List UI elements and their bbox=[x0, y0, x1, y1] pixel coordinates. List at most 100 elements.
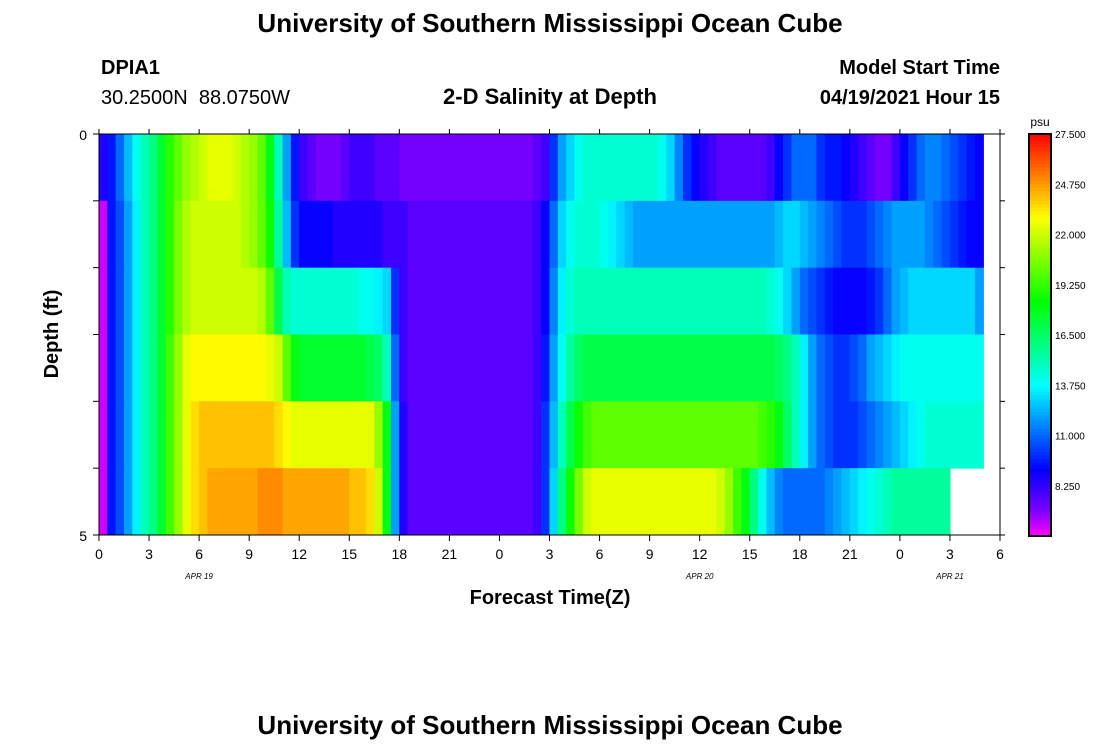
heatmap-cell bbox=[699, 334, 709, 402]
heatmap-cell bbox=[791, 267, 801, 335]
heatmap-cell bbox=[716, 200, 726, 269]
heatmap-cell bbox=[516, 267, 526, 335]
colorbar-tick-label: 27.500 bbox=[1055, 130, 1086, 141]
heatmap-cell bbox=[833, 401, 843, 469]
colorbar-tick-label: 24.750 bbox=[1055, 180, 1086, 191]
heatmap-cell bbox=[632, 200, 642, 269]
heatmap-cell bbox=[507, 267, 517, 335]
heatmap-cell bbox=[499, 267, 509, 335]
heatmap-cell bbox=[541, 334, 551, 402]
colorbar-swatch bbox=[1029, 244, 1051, 249]
heatmap-cell bbox=[441, 401, 450, 469]
heatmap-cell bbox=[482, 267, 492, 335]
heatmap-cell bbox=[666, 468, 676, 536]
heatmap-cell bbox=[132, 334, 142, 402]
heatmap-cell bbox=[974, 134, 984, 202]
heatmap-cell bbox=[315, 134, 325, 202]
colorbar-swatch bbox=[1029, 499, 1051, 504]
colorbar-swatch bbox=[1029, 204, 1051, 209]
heatmap-cell bbox=[641, 468, 651, 536]
heatmap-cell bbox=[424, 200, 434, 269]
heatmap-cell bbox=[632, 334, 642, 402]
heatmap-cell bbox=[199, 134, 209, 202]
heatmap-cell bbox=[349, 468, 359, 536]
colorbar-swatch bbox=[1029, 532, 1051, 537]
heatmap-cell bbox=[424, 334, 434, 402]
heatmap-cell bbox=[457, 401, 467, 469]
colorbar-swatch bbox=[1029, 214, 1051, 219]
colorbar-swatch bbox=[1029, 211, 1051, 215]
heatmap-cell bbox=[499, 401, 509, 469]
heatmap-cell bbox=[591, 134, 601, 202]
heatmap-cell bbox=[582, 200, 592, 269]
heatmap-cell bbox=[808, 200, 818, 269]
heatmap-cell bbox=[758, 334, 767, 402]
colorbar-swatch bbox=[1029, 365, 1051, 370]
heatmap-cell bbox=[524, 334, 534, 402]
heatmap-cell bbox=[482, 334, 492, 402]
heatmap-cell bbox=[691, 468, 701, 536]
heatmap-cell bbox=[916, 468, 926, 536]
heatmap-cell bbox=[716, 134, 726, 202]
heatmap-cell bbox=[566, 468, 576, 536]
heatmap-cell bbox=[524, 401, 534, 469]
heatmap-cell bbox=[224, 267, 234, 335]
heatmap-cell bbox=[449, 200, 459, 269]
heatmap-cell bbox=[691, 267, 701, 335]
heatmap-cell bbox=[549, 134, 559, 202]
heatmap-cell bbox=[157, 468, 167, 536]
colorbar-swatch bbox=[1029, 257, 1051, 262]
heatmap-cell bbox=[749, 334, 759, 402]
heatmap-cell bbox=[924, 468, 934, 536]
chart-subtitle: 2-D Salinity at Depth bbox=[443, 84, 657, 109]
heatmap-cell bbox=[841, 134, 851, 202]
heatmap-cells bbox=[99, 134, 984, 536]
heatmap-cell bbox=[390, 468, 400, 536]
heatmap-cell bbox=[474, 334, 484, 402]
heatmap-cell bbox=[357, 267, 367, 335]
heatmap-cell bbox=[557, 334, 567, 402]
heatmap-cell bbox=[532, 200, 542, 269]
heatmap-cell bbox=[766, 401, 776, 469]
heatmap-cell bbox=[416, 401, 425, 469]
colorbar-swatch bbox=[1029, 170, 1051, 175]
heatmap-cell bbox=[290, 134, 300, 202]
station-id: DPIA1 bbox=[101, 57, 160, 79]
heatmap-cell bbox=[399, 200, 409, 269]
heatmap-cell bbox=[215, 134, 225, 202]
heatmap-cell bbox=[541, 200, 551, 269]
heatmap-cell bbox=[132, 267, 142, 335]
heatmap-cell bbox=[424, 468, 434, 536]
heatmap-cell bbox=[265, 134, 275, 202]
heatmap-cell bbox=[132, 468, 142, 536]
heatmap-cell bbox=[365, 267, 375, 335]
heatmap-cell bbox=[958, 401, 968, 469]
heatmap-cell bbox=[491, 401, 501, 469]
heatmap-cell bbox=[774, 267, 784, 335]
heatmap-cell bbox=[115, 200, 125, 269]
heatmap-cell bbox=[924, 134, 934, 202]
heatmap-cell bbox=[774, 401, 784, 469]
heatmap-cell bbox=[591, 334, 601, 402]
heatmap-cell bbox=[124, 267, 133, 335]
heatmap-cell bbox=[566, 200, 576, 269]
heatmap-cell bbox=[674, 134, 684, 202]
heatmap-cell bbox=[699, 134, 709, 202]
heatmap-cell bbox=[791, 468, 801, 536]
heatmap-cell bbox=[766, 334, 776, 402]
heatmap-cell bbox=[657, 401, 667, 469]
heatmap-cell bbox=[874, 200, 884, 269]
heatmap-cell bbox=[165, 401, 175, 469]
heatmap-cell bbox=[265, 200, 275, 269]
heatmap-cell bbox=[641, 401, 651, 469]
heatmap-cell bbox=[357, 134, 367, 202]
heatmap-cell bbox=[99, 134, 108, 202]
heatmap-cell bbox=[215, 267, 225, 335]
heatmap-cell bbox=[382, 267, 392, 335]
heatmap-cell bbox=[349, 334, 359, 402]
heatmap-cell bbox=[891, 134, 901, 202]
colorbar-swatch bbox=[1029, 177, 1051, 182]
heatmap-cell bbox=[232, 200, 242, 269]
colorbar-swatch bbox=[1029, 241, 1051, 246]
colorbar-swatch bbox=[1029, 338, 1051, 343]
